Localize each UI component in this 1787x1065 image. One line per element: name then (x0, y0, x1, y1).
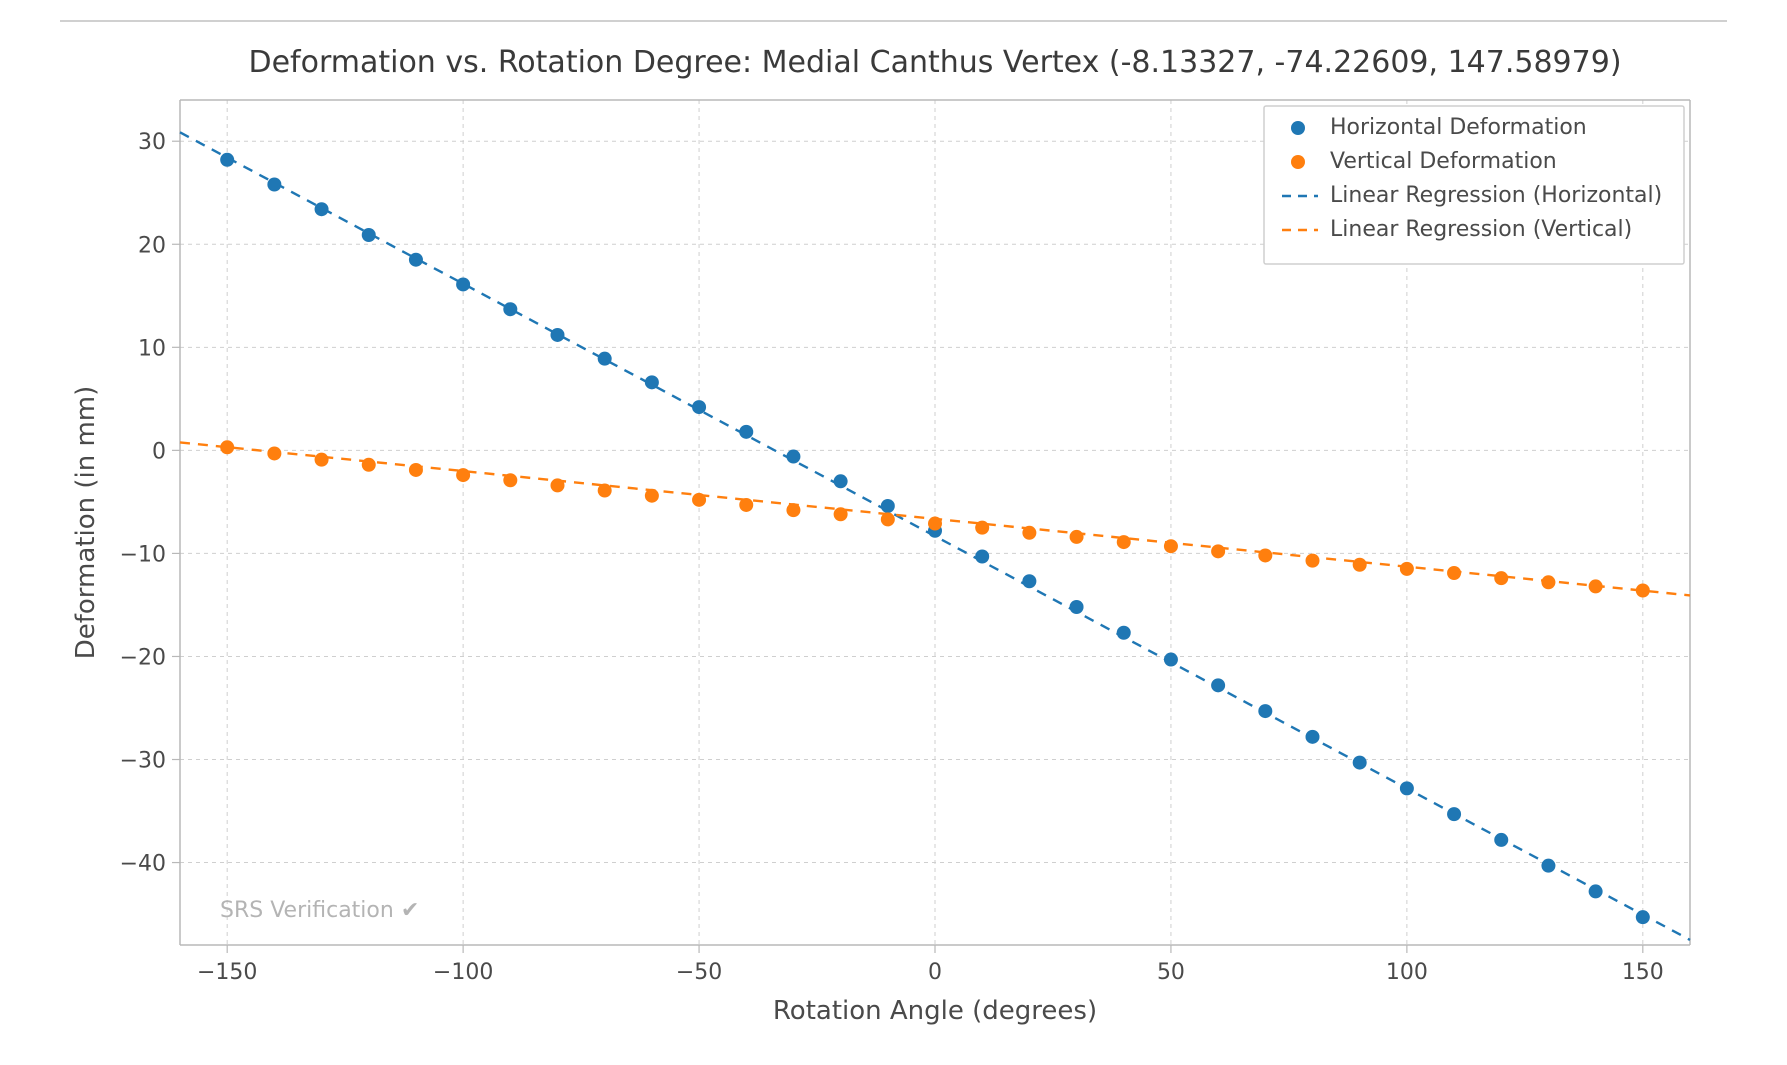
data-point-0 (645, 375, 659, 389)
data-point-1 (220, 440, 234, 454)
data-point-0 (1494, 833, 1508, 847)
xtick-label: −100 (433, 960, 493, 985)
legend-label: Vertical Deformation (1330, 149, 1557, 174)
data-point-1 (1258, 548, 1272, 562)
legend-marker (1291, 121, 1305, 135)
xtick-label: −150 (197, 960, 257, 985)
deformation-chart: −150−100−50050100150−40−30−20−100102030R… (60, 30, 1730, 1030)
data-point-0 (692, 400, 706, 414)
data-point-0 (456, 277, 470, 291)
data-point-1 (1447, 566, 1461, 580)
data-point-1 (551, 478, 565, 492)
xtick-label: 100 (1386, 960, 1428, 985)
data-point-0 (1306, 730, 1320, 744)
data-point-1 (1117, 535, 1131, 549)
data-point-1 (362, 458, 376, 472)
data-point-1 (598, 484, 612, 498)
data-point-0 (1353, 756, 1367, 770)
data-point-0 (362, 228, 376, 242)
ytick-label: 10 (138, 336, 166, 361)
data-point-0 (1022, 574, 1036, 588)
data-point-0 (503, 302, 517, 316)
data-point-0 (1211, 678, 1225, 692)
data-point-0 (315, 202, 329, 216)
data-point-0 (1164, 653, 1178, 667)
chart-container: −150−100−50050100150−40−30−20−100102030R… (60, 30, 1730, 1030)
data-point-1 (1022, 526, 1036, 540)
data-point-1 (1400, 562, 1414, 576)
xtick-label: 150 (1622, 960, 1664, 985)
data-point-1 (1353, 558, 1367, 572)
data-point-0 (1070, 600, 1084, 614)
xtick-label: 50 (1157, 960, 1185, 985)
ytick-label: 20 (138, 233, 166, 258)
data-point-0 (975, 550, 989, 564)
data-point-0 (1117, 626, 1131, 640)
chart-title: Deformation vs. Rotation Degree: Medial … (248, 45, 1621, 80)
legend-label: Horizontal Deformation (1330, 115, 1587, 140)
ytick-label: 0 (152, 439, 166, 464)
data-point-0 (598, 352, 612, 366)
data-point-1 (739, 498, 753, 512)
ytick-label: −20 (120, 645, 166, 670)
data-point-0 (1589, 884, 1603, 898)
y-axis-label: Deformation (in mm) (71, 386, 101, 660)
data-point-1 (834, 507, 848, 521)
data-point-1 (881, 512, 895, 526)
data-point-0 (881, 499, 895, 513)
ytick-label: −40 (120, 852, 166, 877)
data-point-1 (1589, 579, 1603, 593)
ytick-label: 30 (138, 130, 166, 155)
data-point-0 (409, 253, 423, 267)
ytick-label: −10 (120, 542, 166, 567)
legend-marker (1291, 155, 1305, 169)
xtick-label: −50 (676, 960, 722, 985)
data-point-1 (1211, 544, 1225, 558)
data-point-1 (1306, 554, 1320, 568)
data-point-0 (1258, 704, 1272, 718)
data-point-1 (1494, 571, 1508, 585)
data-point-1 (975, 521, 989, 535)
data-point-1 (503, 473, 517, 487)
data-point-1 (928, 517, 942, 531)
top-divider (60, 20, 1727, 22)
data-point-0 (267, 178, 281, 192)
data-point-1 (1636, 584, 1650, 598)
data-point-1 (1541, 575, 1555, 589)
xtick-label: 0 (928, 960, 942, 985)
data-point-0 (551, 328, 565, 342)
data-point-1 (456, 468, 470, 482)
watermark-text: SRS Verification ✔ (220, 898, 419, 923)
data-point-0 (786, 450, 800, 464)
legend-label: Linear Regression (Vertical) (1330, 217, 1632, 242)
x-axis-label: Rotation Angle (degrees) (773, 996, 1097, 1026)
data-point-1 (315, 453, 329, 467)
data-point-1 (645, 489, 659, 503)
data-point-1 (786, 503, 800, 517)
data-point-0 (1636, 910, 1650, 924)
data-point-0 (739, 425, 753, 439)
data-point-1 (1164, 539, 1178, 553)
data-point-1 (1070, 530, 1084, 544)
data-point-1 (692, 493, 706, 507)
data-point-0 (1447, 807, 1461, 821)
legend-label: Linear Regression (Horizontal) (1330, 183, 1662, 208)
data-point-0 (220, 153, 234, 167)
data-point-0 (1541, 859, 1555, 873)
data-point-1 (267, 446, 281, 460)
data-point-0 (834, 474, 848, 488)
data-point-1 (409, 463, 423, 477)
ytick-label: −30 (120, 749, 166, 774)
data-point-0 (1400, 781, 1414, 795)
